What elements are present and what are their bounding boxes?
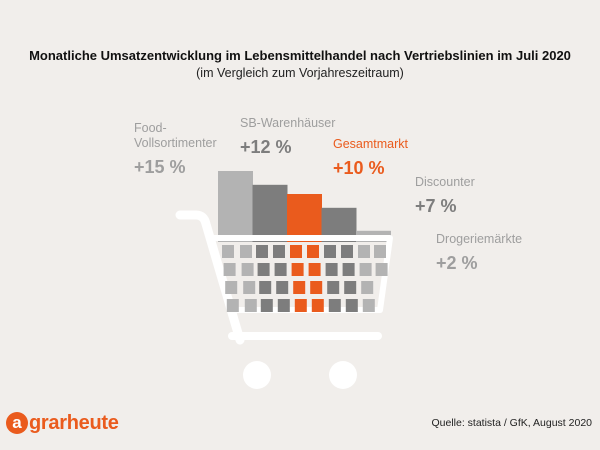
basket-cell [362,299,375,312]
basket-cell [226,299,239,312]
basket-cell [308,263,321,276]
basket-cell [294,299,307,312]
basket-cell [328,299,341,312]
bar-gesamtmarkt [287,194,322,242]
logo-text: grarheute [29,411,119,434]
label-gesamtmarkt: Gesamtmarkt +10 % [333,137,408,180]
label-food-line2: Vollsortimenter [134,136,217,150]
basket-cell [240,245,252,258]
label-sb-text: SB-Warenhäuser [240,116,336,130]
basket-cell [260,299,273,312]
basket-cell [341,245,353,258]
chart-title: Monatliche Umsatzentwicklung im Lebensmi… [29,48,571,63]
basket-cell [358,245,370,258]
basket-cell [345,299,358,312]
logo-mark: a [6,412,28,434]
basket-cell [225,281,238,294]
basket-cell [342,263,355,276]
label-drogeriemaerkte: Drogeriemärkte +2 % [436,232,522,275]
basket-cell [277,299,290,312]
basket-cell [374,245,386,258]
value-food-vollsortimenter: +15 % [134,157,186,177]
value-discounter: +7 % [415,196,457,216]
shopping-cart-icon [175,210,393,389]
label-drogerie-text: Drogeriemärkte [436,232,523,246]
basket-cell [259,281,272,294]
basket-cell [327,281,340,294]
value-gesamtmarkt: +10 % [333,158,385,178]
basket-cell [290,245,302,258]
value-drogeriemaerkte: +2 % [436,253,478,273]
basket-cell [241,263,254,276]
basket-cell [276,281,289,294]
basket-cell [359,263,372,276]
bar-food-vollsortimenter [218,171,253,242]
basket-cell [375,263,388,276]
basket-cell [291,263,304,276]
label-discounter: Discounter +7 % [415,175,475,218]
basket-cell [311,299,324,312]
basket-cell [325,263,338,276]
label-sb-warenhaeuser: SB-Warenhäuser +12 % [240,116,335,159]
basket-cell [310,281,323,294]
source-note: Quelle: statista / GfK, August 2020 [431,417,592,429]
label-food-vollsortimenter: Food- Vollsortimenter +15 % [134,121,217,179]
basket-cell [307,245,319,258]
basket-cell [244,299,257,312]
value-sb-warenhaeuser: +12 % [240,137,292,157]
basket-cell [361,281,374,294]
bars-group [218,171,391,242]
label-food-line1: Food- [134,121,167,135]
label-gesamt-text: Gesamtmarkt [333,137,409,151]
basket-cell [293,281,306,294]
basket-cell [223,263,236,276]
basket-cell [324,245,336,258]
bar-sb-warenh-user [252,184,288,242]
basket-cell [257,263,270,276]
label-discounter-text: Discounter [415,175,475,189]
basket-cell [274,263,287,276]
basket-cell [273,245,285,258]
basket-cell [243,281,256,294]
basket-cell [344,281,357,294]
basket-cell [256,245,268,258]
agrarheute-logo: a grarheute [6,408,119,438]
chart-subtitle: (im Vergleich zum Vorjahreszeitraum) [196,66,404,80]
basket-cell [222,245,234,258]
